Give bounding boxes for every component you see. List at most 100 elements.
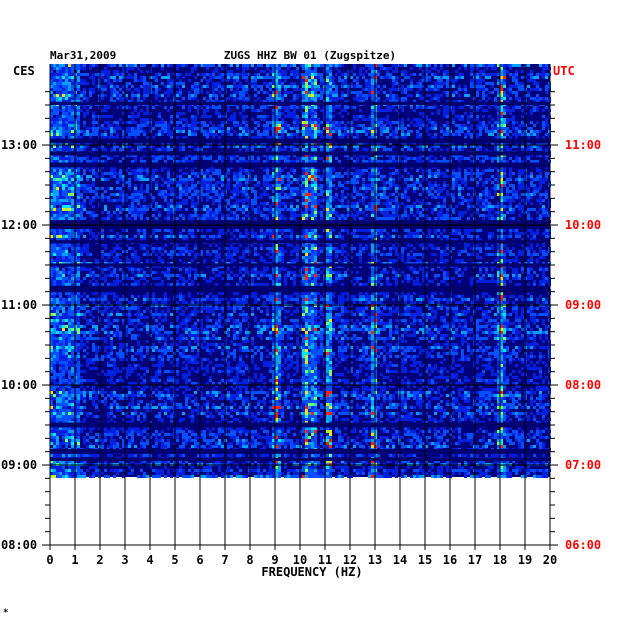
- spectrogram-cell: [443, 196, 446, 199]
- spectrogram-cell: [383, 187, 386, 190]
- spectrogram-cell: [416, 91, 419, 94]
- spectrogram-cell: [290, 100, 293, 103]
- spectrogram-cell: [62, 130, 65, 133]
- spectrogram-cell: [293, 82, 296, 85]
- spectrogram-cell: [500, 184, 503, 187]
- spectrogram-cell: [236, 184, 239, 187]
- spectrogram-cell: [242, 109, 245, 112]
- spectrogram-cell: [230, 70, 233, 73]
- spectrogram-cell: [113, 64, 116, 67]
- spectrogram-cell: [383, 160, 386, 163]
- spectrogram-cell: [395, 88, 398, 91]
- spectrogram-cell: [518, 106, 521, 109]
- spectrogram-cell: [80, 73, 83, 76]
- spectrogram-cell: [284, 121, 287, 124]
- spectrogram-cell: [209, 181, 212, 184]
- spectrogram-cell: [278, 124, 281, 127]
- spectrogram-cell: [59, 133, 62, 136]
- spectrogram-cell: [347, 136, 350, 139]
- spectrogram-cell: [239, 97, 242, 100]
- spectrogram-cell: [410, 157, 413, 160]
- spectrogram-cell: [86, 187, 89, 190]
- spectrogram-cell: [236, 187, 239, 190]
- spectrogram-cell: [509, 184, 512, 187]
- spectrogram-cell: [272, 136, 275, 139]
- spectrogram-cell: [326, 127, 329, 130]
- spectrogram-cell: [50, 199, 53, 202]
- spectrogram-cell: [131, 91, 134, 94]
- spectrogram-cell: [488, 82, 491, 85]
- spectrogram-cell: [443, 109, 446, 112]
- spectrogram-cell: [158, 133, 161, 136]
- spectrogram-cell: [431, 193, 434, 196]
- spectrogram-cell: [269, 64, 272, 67]
- spectrogram-cell: [251, 106, 254, 109]
- spectrogram-cell: [308, 130, 311, 133]
- spectrogram-cell: [191, 169, 194, 172]
- spectrogram-cell: [68, 100, 71, 103]
- spectrogram-cell: [215, 112, 218, 115]
- spectrogram-cell: [368, 136, 371, 139]
- spectrogram-cell: [53, 172, 56, 175]
- spectrogram-cell: [278, 193, 281, 196]
- spectrogram-cell: [314, 178, 317, 181]
- spectrogram-cell: [539, 208, 542, 211]
- spectrogram-cell: [170, 91, 173, 94]
- spectrogram-cell: [152, 76, 155, 79]
- spectrogram-cell: [419, 112, 422, 115]
- spectrogram-cell: [329, 160, 332, 163]
- spectrogram-cell: [161, 166, 164, 169]
- spectrogram-cell: [515, 157, 518, 160]
- spectrogram-cell: [359, 124, 362, 127]
- spectrogram-cell: [305, 85, 308, 88]
- spectrogram-cell: [347, 106, 350, 109]
- spectrogram-cell: [53, 121, 56, 124]
- spectrogram-cell: [371, 136, 374, 139]
- spectrogram-cell: [410, 121, 413, 124]
- spectrogram-cell: [404, 70, 407, 73]
- left-axis-label: CES: [13, 64, 35, 78]
- spectrogram-cell: [341, 127, 344, 130]
- spectrogram-cell: [539, 184, 542, 187]
- spectrogram-cell: [488, 196, 491, 199]
- spectrogram-cell: [467, 94, 470, 97]
- spectrogram-cell: [503, 64, 506, 67]
- spectrogram-cell: [167, 157, 170, 160]
- spectrogram-cell: [284, 85, 287, 88]
- spectrogram-cell: [488, 121, 491, 124]
- spectrogram-cell: [479, 88, 482, 91]
- spectrogram-cell: [254, 82, 257, 85]
- spectrogram-cell: [401, 106, 404, 109]
- spectrogram-cell: [425, 187, 428, 190]
- spectrogram-cell: [464, 169, 467, 172]
- spectrogram-cell: [83, 106, 86, 109]
- spectrogram-cell: [296, 124, 299, 127]
- spectrogram-cell: [122, 121, 125, 124]
- spectrogram-cell: [515, 70, 518, 73]
- spectrogram-cell: [446, 148, 449, 151]
- spectrogram-cell: [482, 127, 485, 130]
- spectrogram-cell: [146, 82, 149, 85]
- spectrogram-cell: [464, 127, 467, 130]
- spectrogram-cell: [68, 181, 71, 184]
- spectrogram-cell: [353, 64, 356, 67]
- spectrogram-cell: [437, 190, 440, 193]
- spectrogram-cell: [134, 64, 137, 67]
- spectrogram-cell: [122, 136, 125, 139]
- spectrogram-cell: [386, 205, 389, 208]
- spectrogram-cell: [338, 112, 341, 115]
- spectrogram-cell: [53, 205, 56, 208]
- spectrogram-cell: [314, 70, 317, 73]
- spectrogram-cell: [206, 91, 209, 94]
- spectrogram-cell: [347, 202, 350, 205]
- spectrogram-cell: [362, 94, 365, 97]
- spectrogram-cell: [428, 118, 431, 121]
- spectrogram-cell: [311, 124, 314, 127]
- spectrogram-cell: [119, 196, 122, 199]
- spectrogram-cell: [287, 193, 290, 196]
- spectrogram-cell: [239, 124, 242, 127]
- spectrogram-cell: [308, 109, 311, 112]
- spectrogram-cell: [230, 205, 233, 208]
- spectrogram-cell: [293, 148, 296, 151]
- spectrogram-cell: [227, 73, 230, 76]
